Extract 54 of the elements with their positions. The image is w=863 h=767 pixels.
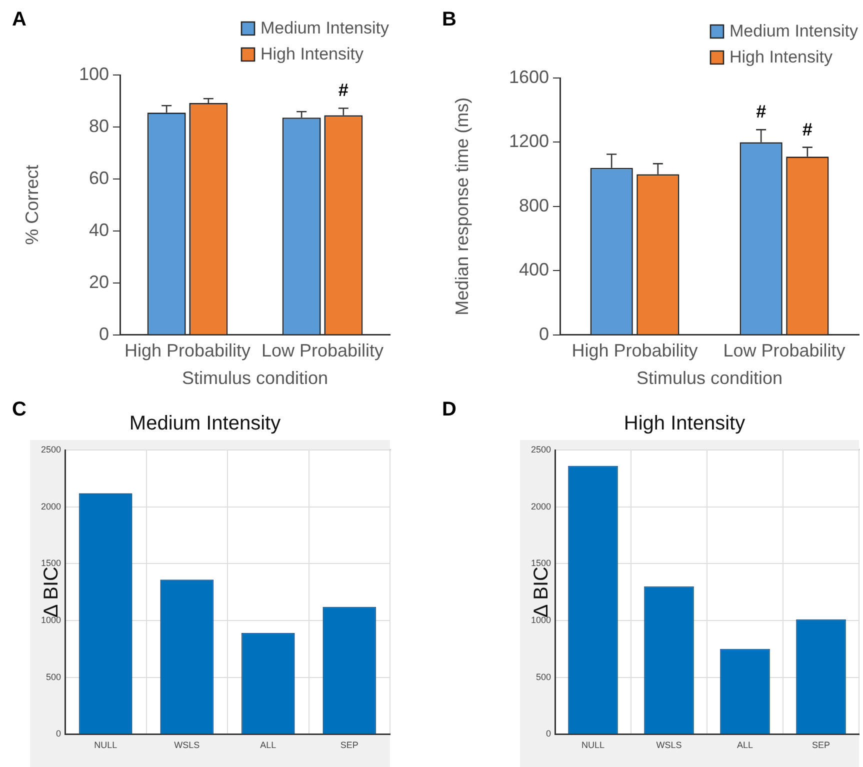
x-tick-label: SEP — [340, 740, 358, 750]
text: C — [12, 398, 26, 421]
y-tick-label: 20 — [88, 272, 109, 292]
text: D — [442, 398, 456, 421]
y-tick-label: 2000 — [40, 501, 61, 512]
y-tick-label: 100 — [78, 64, 109, 84]
y-axis-title: % Correct — [22, 164, 42, 245]
text: A — [12, 8, 26, 31]
annotation: # — [338, 80, 348, 100]
x-tick-label: SEP — [812, 740, 830, 750]
y-tick-label: 0 — [538, 324, 549, 344]
y-tick-label: 40 — [88, 220, 109, 240]
y-tick-label: 1200 — [508, 131, 549, 152]
y-tick-label: 0 — [56, 728, 61, 739]
legend-label: Medium Intensity — [260, 18, 390, 38]
y-tick-label: 60 — [88, 168, 109, 188]
y-axis-title: Δ BIC — [40, 566, 63, 618]
y-tick-label: 80 — [88, 116, 109, 136]
y-tick-label: 1000 — [40, 615, 61, 626]
x-axis-title: Stimulus condition — [636, 368, 783, 388]
x-tick-label: High Probability — [572, 340, 698, 361]
x-tick-label: NULL — [94, 740, 118, 750]
x-tick-label: Low Probability — [261, 340, 384, 361]
y-tick-label: 400 — [518, 260, 549, 280]
chart-title: Medium Intensity — [129, 412, 281, 435]
legend-label: High Intensity — [260, 44, 364, 64]
legend-label: High Intensity — [730, 48, 833, 67]
chart-title: High Intensity — [624, 412, 746, 435]
y-tick-label: 0 — [546, 728, 551, 739]
y-tick-label: 2000 — [530, 501, 551, 512]
y-axis-title: Δ BIC — [530, 566, 553, 618]
annotation: # — [756, 102, 766, 122]
x-tick-label: WSLS — [174, 740, 200, 750]
y-tick-label: 0 — [98, 324, 109, 344]
x-tick-label: ALL — [260, 740, 276, 750]
x-tick-label: High Probability — [124, 340, 251, 361]
y-tick-label: 2500 — [530, 444, 551, 454]
x-tick-label: NULL — [581, 740, 605, 750]
x-tick-label: Low Probability — [723, 340, 846, 361]
annotation: # — [802, 119, 812, 140]
y-tick-label: 800 — [518, 195, 549, 216]
y-tick-label: 500 — [536, 672, 551, 682]
y-tick-label: 1600 — [508, 66, 549, 87]
x-axis-title: Stimulus condition — [182, 368, 328, 388]
y-tick-label: 2500 — [40, 444, 61, 454]
y-axis-title: Median response time (ms) — [452, 97, 472, 316]
x-tick-label: WSLS — [656, 740, 682, 750]
text: B — [442, 8, 456, 31]
y-tick-label: 1000 — [530, 615, 551, 626]
y-tick-label: 1500 — [530, 558, 551, 568]
y-tick-label: 1500 — [40, 558, 61, 568]
legend-label: Medium Intensity — [730, 22, 858, 41]
x-tick-label: ALL — [736, 740, 754, 750]
y-tick-label: 500 — [46, 672, 61, 682]
